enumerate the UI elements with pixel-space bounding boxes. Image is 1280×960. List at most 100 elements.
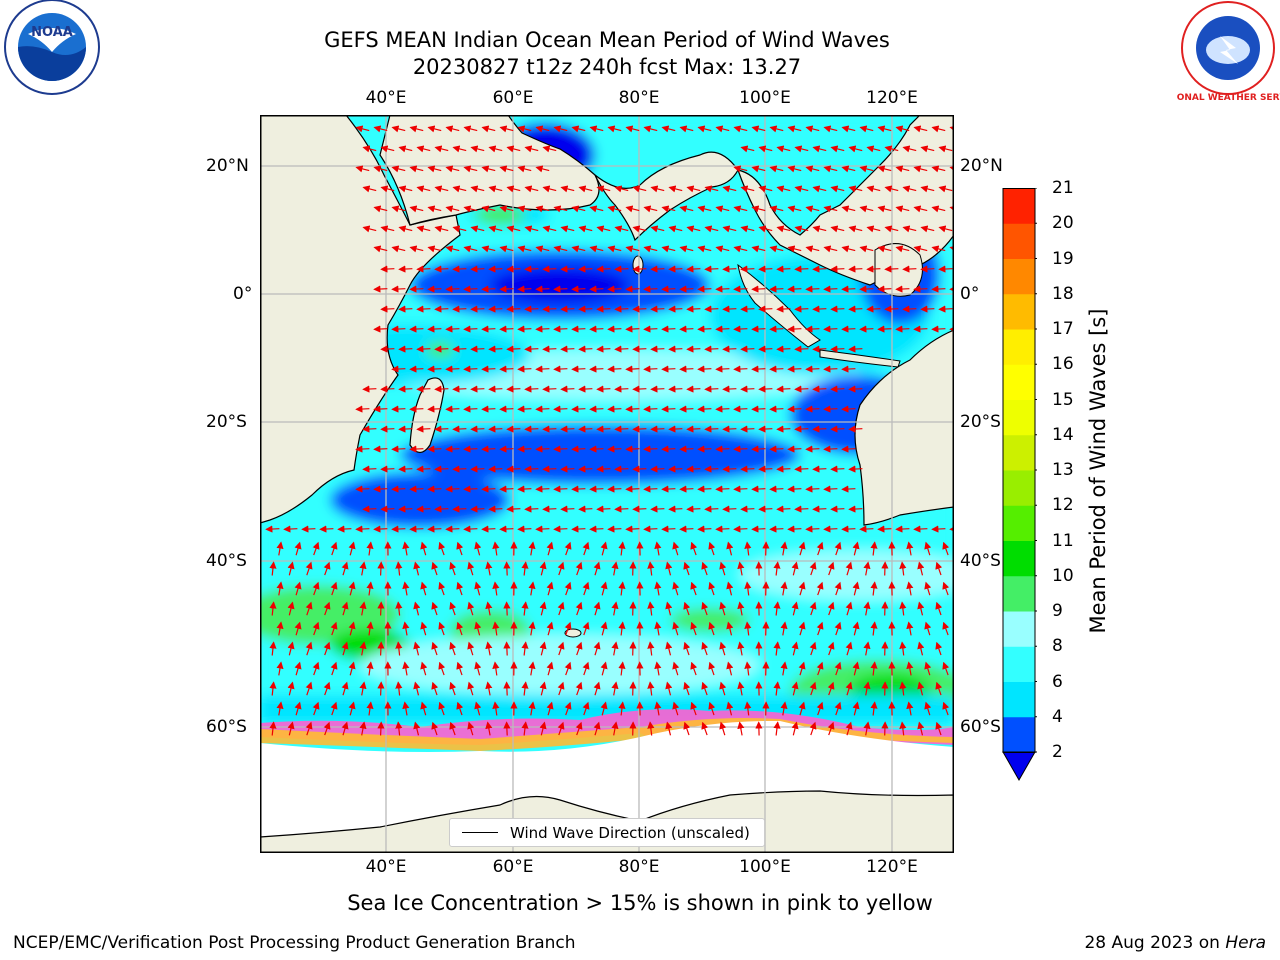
wave-direction-arrow xyxy=(708,621,716,636)
wave-direction-arrow xyxy=(794,265,809,273)
wave-direction-arrow xyxy=(535,245,550,253)
wave-direction-arrow xyxy=(830,305,845,313)
wave-direction-arrow xyxy=(348,661,356,676)
wave-direction-arrow xyxy=(359,641,367,656)
wave-direction-arrow xyxy=(863,561,871,576)
wave-direction-arrow xyxy=(733,525,748,533)
wave-direction-arrow xyxy=(398,465,413,473)
wave-direction-arrow xyxy=(402,581,410,596)
wave-direction-arrow xyxy=(409,525,424,533)
wave-direction-arrow xyxy=(380,505,395,513)
wave-direction-arrow xyxy=(506,385,521,393)
wave-direction-arrow xyxy=(276,621,284,636)
wave-direction-arrow xyxy=(485,681,493,696)
colorbar-tick-label: 12 xyxy=(1052,495,1074,516)
wave-direction-arrow xyxy=(686,305,701,313)
wave-direction-arrow xyxy=(614,505,629,513)
wave-direction-arrow xyxy=(618,541,626,556)
wave-direction-arrow xyxy=(287,601,295,616)
wave-direction-arrow xyxy=(488,505,503,513)
wave-direction-arrow xyxy=(301,525,316,533)
wave-direction-arrow xyxy=(686,385,701,393)
wave-direction-arrow xyxy=(643,205,658,213)
wave-direction-arrow xyxy=(866,185,881,193)
wave-direction-arrow xyxy=(715,125,730,133)
wave-direction-arrow xyxy=(366,661,374,676)
wave-direction-arrow xyxy=(751,125,766,133)
wave-direction-arrow xyxy=(902,185,917,193)
wave-direction-arrow xyxy=(571,485,586,493)
wave-direction-arrow xyxy=(377,721,385,736)
colorbar-tick-label: 21 xyxy=(1052,178,1074,198)
wave-direction-arrow xyxy=(596,305,611,313)
colorbar-tick-label: 4 xyxy=(1052,706,1063,727)
wave-direction-arrow xyxy=(737,641,745,656)
wave-direction-arrow xyxy=(377,641,385,656)
wave-direction-arrow xyxy=(715,445,730,453)
wave-direction-arrow xyxy=(787,325,802,333)
wave-direction-arrow xyxy=(935,681,943,696)
wave-direction-arrow xyxy=(938,185,953,193)
sea-ice-footnote: Sea Ice Concentration > 15% is shown in … xyxy=(347,891,933,915)
wave-direction-arrow xyxy=(427,405,442,413)
colorbar xyxy=(1001,187,1037,782)
wave-direction-arrow xyxy=(438,701,446,716)
wave-direction-arrow xyxy=(564,621,572,636)
wave-direction-arrow xyxy=(823,365,838,373)
wave-direction-arrow xyxy=(931,285,946,293)
wave-direction-arrow xyxy=(733,245,748,253)
wave-direction-arrow xyxy=(751,405,766,413)
wave-direction-arrow xyxy=(553,325,568,333)
wave-direction-arrow xyxy=(521,641,529,656)
lat-tick-left: 20°N xyxy=(206,156,249,176)
wave-direction-arrow xyxy=(481,325,496,333)
wave-direction-arrow xyxy=(607,365,622,373)
colorbar-segment xyxy=(1003,470,1035,506)
wave-direction-arrow xyxy=(380,385,395,393)
wave-direction-arrow xyxy=(643,525,658,533)
wave-direction-arrow xyxy=(690,621,698,636)
wave-direction-arrow xyxy=(503,561,511,576)
wave-direction-arrow xyxy=(409,165,424,173)
wave-direction-arrow xyxy=(607,205,622,213)
wave-direction-arrow xyxy=(758,185,773,193)
wave-direction-arrow xyxy=(769,325,784,333)
wave-direction-arrow xyxy=(283,525,298,533)
wave-direction-arrow xyxy=(924,581,932,596)
wave-direction-arrow xyxy=(503,641,511,656)
wave-direction-arrow xyxy=(402,621,410,636)
wave-direction-arrow xyxy=(524,225,539,233)
wave-direction-arrow xyxy=(668,265,683,273)
wave-direction-arrow xyxy=(686,225,701,233)
wave-direction-arrow xyxy=(362,225,377,233)
wave-direction-arrow xyxy=(899,561,907,576)
wave-direction-arrow xyxy=(416,185,431,193)
wave-direction-arrow xyxy=(942,581,950,596)
wave-direction-arrow xyxy=(920,265,935,273)
wave-direction-arrow xyxy=(341,681,349,696)
wave-direction-arrow xyxy=(398,505,413,513)
wave-direction-arrow xyxy=(578,185,593,193)
wave-direction-arrow xyxy=(661,405,676,413)
wave-direction-arrow xyxy=(650,225,665,233)
wave-direction-arrow xyxy=(596,465,611,473)
wave-direction-arrow xyxy=(434,265,449,273)
wave-direction-arrow xyxy=(722,225,737,233)
wave-direction-arrow xyxy=(805,445,820,453)
wave-direction-arrow xyxy=(791,721,799,736)
wave-direction-arrow xyxy=(780,541,788,556)
wave-direction-arrow xyxy=(780,701,788,716)
wave-direction-arrow xyxy=(884,145,899,153)
wave-direction-arrow xyxy=(488,225,503,233)
wave-direction-arrow xyxy=(758,145,773,153)
wave-direction-arrow xyxy=(596,385,611,393)
wave-direction-arrow xyxy=(823,325,838,333)
wave-direction-arrow xyxy=(456,621,464,636)
wave-direction-arrow xyxy=(546,661,554,676)
wave-direction-arrow xyxy=(614,465,629,473)
wave-direction-arrow xyxy=(841,245,856,253)
nws-logo: NATIONAL WEATHER SERVICE xyxy=(1153,0,1280,104)
colorbar-tick-label: 10 xyxy=(1052,565,1074,586)
wave-direction-arrow xyxy=(524,265,539,273)
wave-direction-arrow xyxy=(902,305,917,313)
